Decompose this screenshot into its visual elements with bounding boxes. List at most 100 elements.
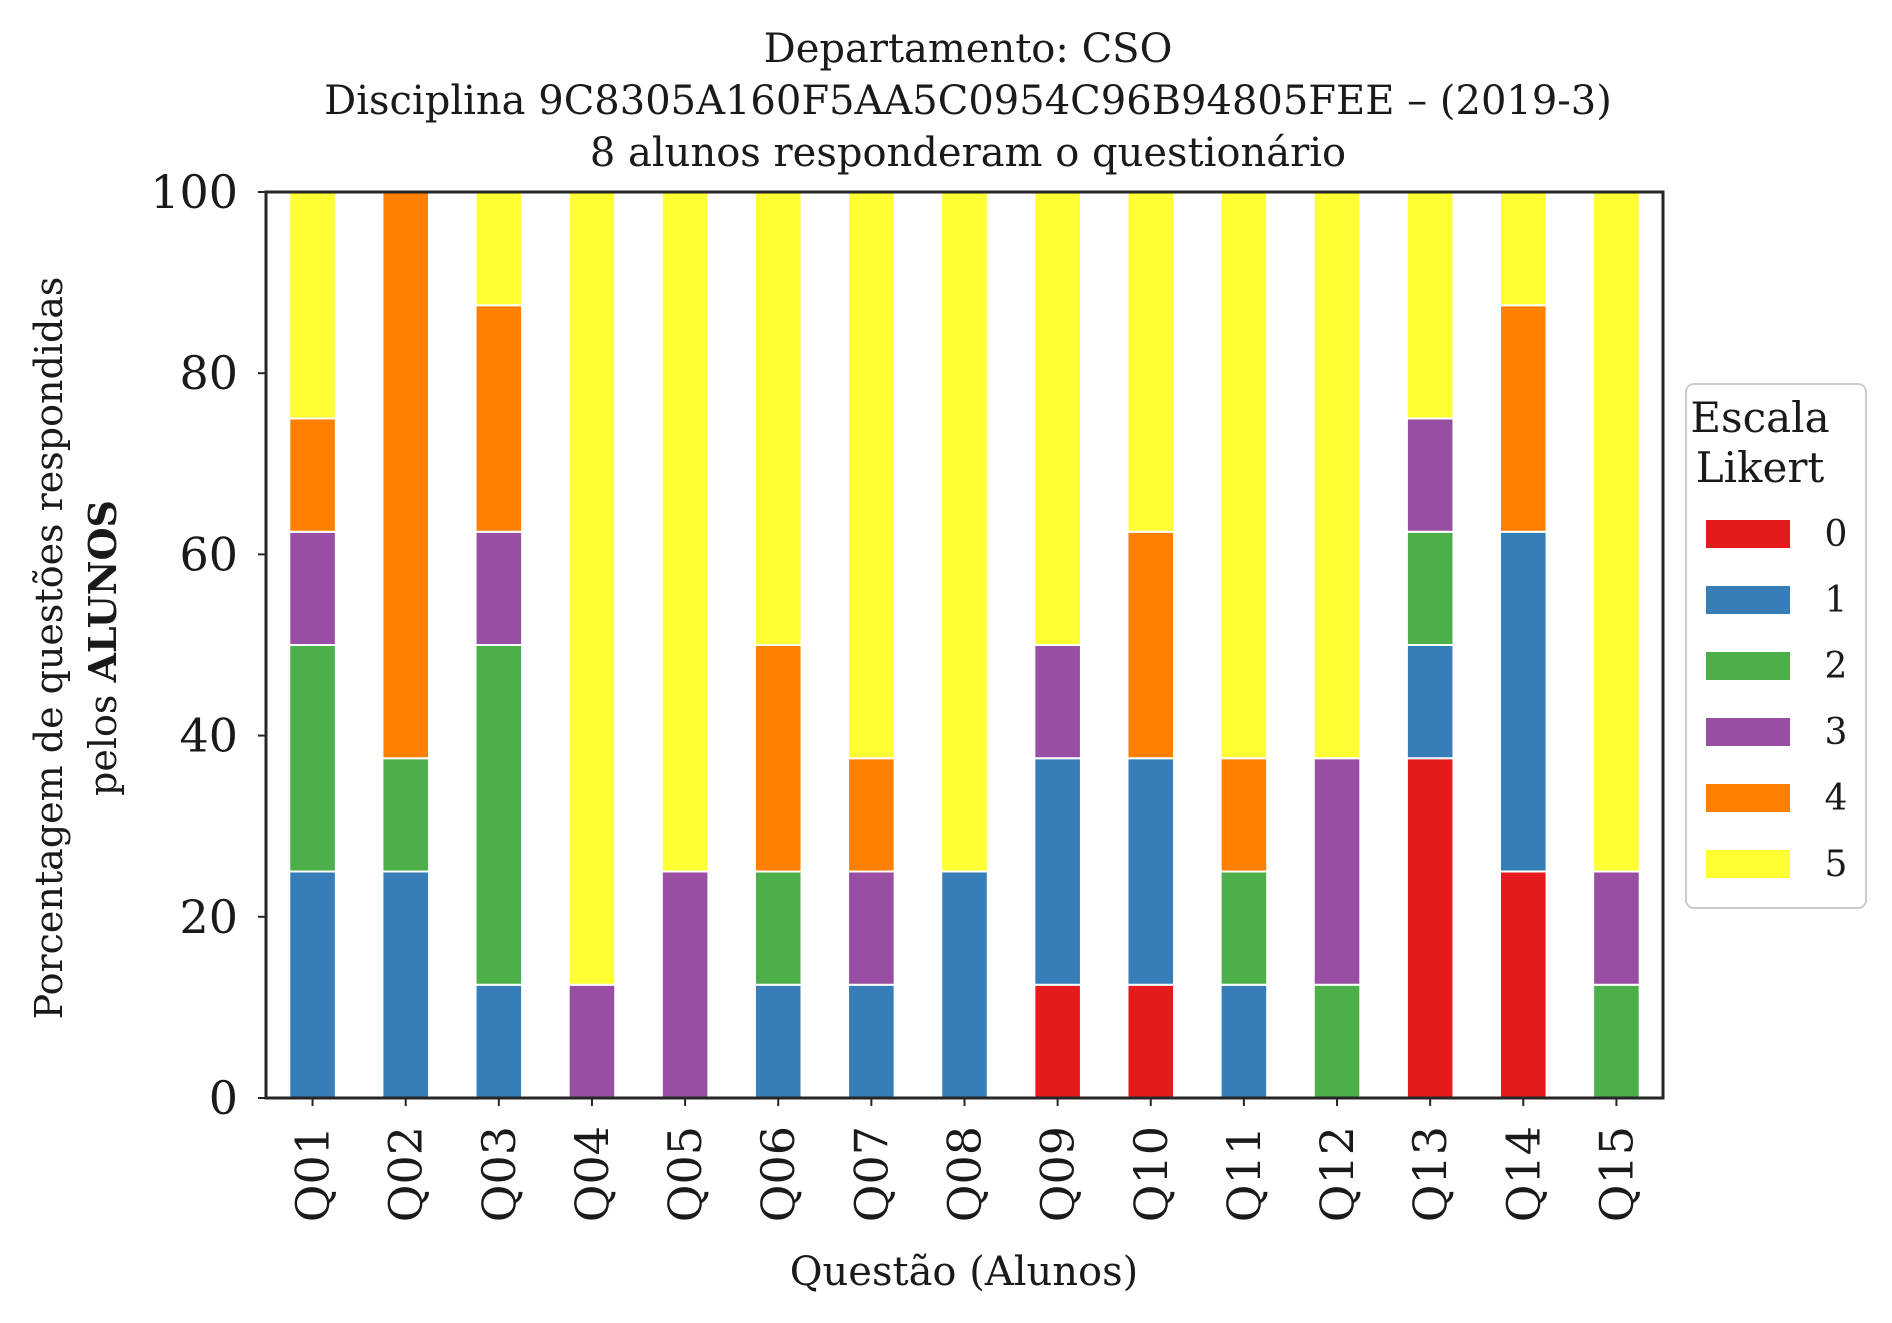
x-tick-label-q14: Q14 bbox=[1496, 1126, 1550, 1222]
legend-label-0: 0 bbox=[1825, 514, 1848, 555]
legend-label-5: 5 bbox=[1825, 844, 1848, 885]
bar-q14-likert-4 bbox=[1499, 304, 1548, 533]
bar-q13-likert-2 bbox=[1405, 530, 1455, 646]
bar-q07-likert-4 bbox=[847, 757, 896, 873]
bar-q11-likert-1 bbox=[1219, 983, 1269, 1099]
bar-q11-likert-2 bbox=[1219, 870, 1269, 986]
legend-items: 0 1 2 3 4 5 bbox=[1706, 514, 1847, 885]
y-tick-label: 0 bbox=[209, 1071, 238, 1125]
bar-q01-likert-2 bbox=[288, 644, 337, 873]
bar-q07-likert-3 bbox=[847, 870, 896, 986]
bar-q03-likert-5 bbox=[474, 191, 524, 307]
bar-q13-likert-0 bbox=[1405, 757, 1455, 1099]
x-tick-label-q11: Q11 bbox=[1217, 1126, 1271, 1222]
legend-swatch-2 bbox=[1706, 652, 1790, 680]
bar-q14-likert-1 bbox=[1499, 530, 1548, 873]
bar-q02-likert-4 bbox=[381, 191, 430, 760]
y-axis-label-prefix: pelos bbox=[81, 683, 125, 796]
legend-box bbox=[1685, 383, 1867, 909]
bar-q07-likert-1 bbox=[847, 983, 896, 1099]
legend-title-line-1: Escala bbox=[1690, 393, 1829, 442]
x-tick-label-q12: Q12 bbox=[1310, 1126, 1364, 1222]
bar-q07-likert-5 bbox=[847, 191, 896, 760]
y-tick-label: 80 bbox=[179, 346, 238, 400]
bar-q14-likert-0 bbox=[1499, 870, 1548, 1099]
bar-q02-likert-1 bbox=[381, 870, 430, 1099]
bar-q04-likert-3 bbox=[567, 983, 617, 1099]
chart-title-line-3: 8 alunos responderam o questionário bbox=[590, 130, 1346, 176]
bar-q09-likert-5 bbox=[1033, 191, 1082, 646]
bar-q15-likert-3 bbox=[1592, 870, 1641, 986]
x-tick-label-q08: Q08 bbox=[938, 1126, 992, 1222]
x-tick-label-q09: Q09 bbox=[1031, 1126, 1085, 1222]
x-tick-label-q01: Q01 bbox=[286, 1126, 340, 1222]
bar-q10-likert-5 bbox=[1126, 191, 1176, 533]
legend-label-2: 2 bbox=[1825, 646, 1848, 687]
y-axis-label-line-2: pelos ALUNOS bbox=[80, 500, 125, 796]
bar-q12-likert-3 bbox=[1312, 757, 1362, 986]
bar-q10-likert-4 bbox=[1126, 530, 1176, 760]
bar-q09-likert-0 bbox=[1033, 983, 1082, 1099]
chart-title-line-1: Departamento: CSO bbox=[764, 26, 1173, 72]
bar-q03-likert-3 bbox=[474, 530, 524, 646]
bar-q11-likert-5 bbox=[1219, 191, 1269, 760]
x-tick-label-q04: Q04 bbox=[565, 1126, 619, 1222]
plot-frame bbox=[264, 190, 1665, 1100]
legend-swatch-5 bbox=[1706, 850, 1790, 878]
bar-q14-likert-5 bbox=[1499, 191, 1548, 307]
x-ticks: Q01 Q02 Q03 Q04 Q05 Q06 Q07 Q08 Q09 Q10 Q11 Q12 Q13 Q… bbox=[286, 1098, 1643, 1222]
bar-q04-likert-5 bbox=[567, 191, 617, 986]
y-ticks: 0 20 40 60 80 100 bbox=[150, 165, 266, 1125]
bar-q08-likert-5 bbox=[940, 191, 989, 873]
bar-q01-likert-4 bbox=[288, 417, 337, 533]
y-axis-label-line-1: Porcentagem de questões respondidas bbox=[27, 277, 71, 1020]
bar-q10-likert-1 bbox=[1126, 757, 1176, 986]
y-axis-label-bold: ALUNOS bbox=[80, 500, 125, 684]
legend-label-3: 3 bbox=[1825, 712, 1848, 753]
x-tick-label-q07: Q07 bbox=[844, 1126, 898, 1222]
legend-swatch-0 bbox=[1706, 520, 1790, 548]
y-tick-label: 60 bbox=[179, 527, 238, 581]
bar-q12-likert-2 bbox=[1312, 983, 1362, 1099]
bar-q01-likert-1 bbox=[288, 870, 337, 1099]
bar-q15-likert-5 bbox=[1592, 191, 1641, 873]
y-tick-label: 20 bbox=[179, 890, 238, 944]
bar-q13-likert-5 bbox=[1405, 191, 1455, 420]
bar-q06-likert-4 bbox=[753, 644, 803, 873]
x-tick-label-q15: Q15 bbox=[1589, 1126, 1643, 1222]
bar-q06-likert-5 bbox=[753, 191, 803, 646]
bar-q06-likert-2 bbox=[753, 870, 803, 986]
bar-q08-likert-1 bbox=[940, 870, 989, 1099]
bar-q13-likert-1 bbox=[1405, 644, 1455, 760]
bar-q03-likert-1 bbox=[474, 983, 524, 1099]
bar-q01-likert-3 bbox=[288, 530, 337, 646]
legend-title-line-2: Likert bbox=[1696, 443, 1825, 492]
bar-q06-likert-1 bbox=[753, 983, 803, 1099]
bar-q10-likert-0 bbox=[1126, 983, 1176, 1099]
bar-q05-likert-3 bbox=[660, 870, 710, 1099]
bar-q01-likert-5 bbox=[288, 191, 337, 420]
legend-label-1: 1 bbox=[1825, 580, 1848, 621]
legend-swatch-4 bbox=[1706, 784, 1790, 812]
chart-title-line-2: Disciplina 9C8305A160F5AA5C0954C96B94805… bbox=[324, 78, 1612, 124]
bar-q02-likert-2 bbox=[381, 757, 430, 873]
x-tick-label-q02: Q02 bbox=[379, 1126, 433, 1222]
y-tick-label: 40 bbox=[179, 709, 238, 763]
legend-swatch-1 bbox=[1706, 586, 1790, 614]
legend-label-4: 4 bbox=[1825, 778, 1848, 819]
x-tick-label-q03: Q03 bbox=[472, 1126, 526, 1222]
bar-q12-likert-5 bbox=[1312, 191, 1362, 760]
bars-layer bbox=[288, 191, 1641, 1099]
y-tick-label: 100 bbox=[150, 165, 238, 219]
bar-q09-likert-3 bbox=[1033, 644, 1082, 760]
bar-q15-likert-2 bbox=[1592, 983, 1641, 1099]
x-axis-label: Questão (Alunos) bbox=[790, 1249, 1139, 1295]
bar-q11-likert-4 bbox=[1219, 757, 1269, 873]
x-tick-label-q10: Q10 bbox=[1124, 1126, 1178, 1222]
bar-q13-likert-3 bbox=[1405, 417, 1455, 533]
x-tick-label-q05: Q05 bbox=[658, 1126, 712, 1222]
legend-swatch-3 bbox=[1706, 718, 1790, 746]
bar-q03-likert-4 bbox=[474, 304, 524, 533]
x-tick-label-q06: Q06 bbox=[751, 1126, 805, 1222]
